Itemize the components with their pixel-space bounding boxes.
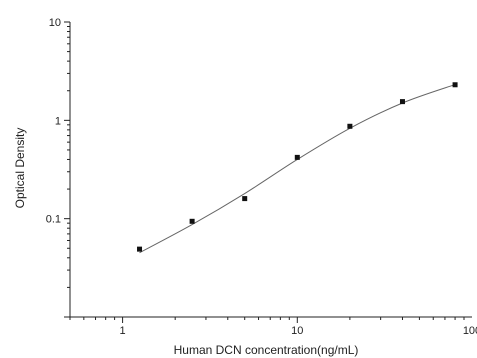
x-axis-label: Human DCN concentration(ng/mL) xyxy=(174,343,359,357)
chart-axes: 1 10 100 0.1 1 10 xyxy=(46,17,477,337)
x-tick-label: 1 xyxy=(120,325,126,337)
data-point xyxy=(399,99,405,105)
data-point xyxy=(294,154,300,160)
data-point xyxy=(189,218,195,224)
fit-curve-layer xyxy=(139,84,456,254)
data-point xyxy=(242,196,248,202)
data-points-layer xyxy=(137,82,458,252)
data-point xyxy=(452,82,458,88)
y-tick-label: 0.1 xyxy=(46,214,61,226)
x-tick-label: 10 xyxy=(291,325,303,337)
y-tick-label: 1 xyxy=(55,115,61,127)
fit-curve-line xyxy=(139,84,456,254)
x-tick-label: 100 xyxy=(463,325,477,337)
y-axis-label: Optical Density xyxy=(13,128,27,209)
data-point xyxy=(347,123,353,129)
y-tick-label: 10 xyxy=(49,17,61,29)
data-point xyxy=(137,246,143,252)
